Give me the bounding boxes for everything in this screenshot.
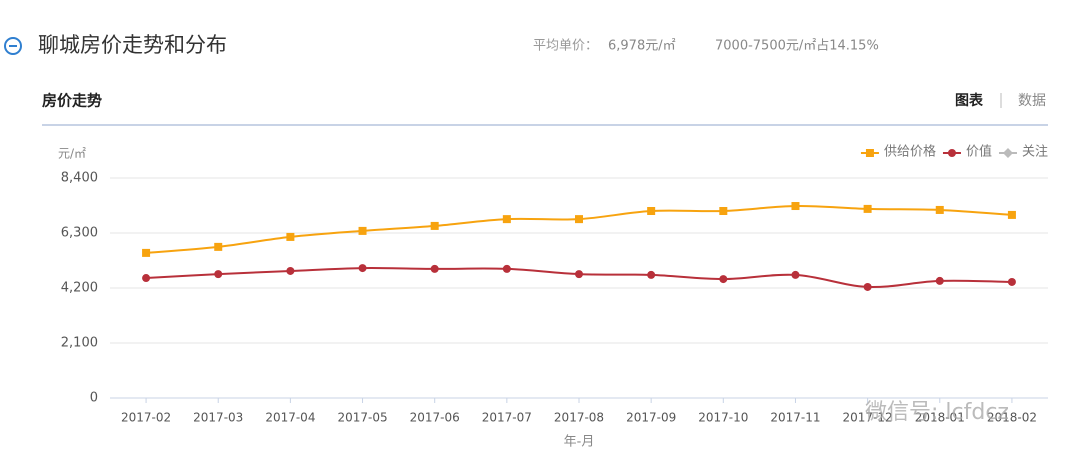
legend-item: 价值: [942, 144, 992, 160]
x-tick-label: 2017-11: [770, 411, 820, 425]
marker: [430, 221, 439, 230]
y-tick-label: 2,100: [61, 336, 98, 351]
marker: [214, 242, 223, 251]
marker: [142, 274, 151, 283]
marker: [935, 205, 944, 214]
x-tick-label: 2017-09: [626, 411, 676, 425]
x-tick-label: 2017-12: [843, 411, 893, 425]
marker: [791, 270, 800, 279]
marker: [286, 232, 295, 241]
marker: [214, 270, 223, 279]
x-tick-label: 2017-07: [482, 411, 532, 425]
marker: [575, 215, 583, 224]
collapse-icon[interactable]: [4, 37, 22, 55]
y-unit: 元/㎡: [58, 147, 86, 161]
legend-label: 供给价格: [884, 144, 936, 160]
marker: [1007, 210, 1016, 219]
legend-item: 供给价格: [860, 144, 936, 160]
plot: 0 2,100 4,200 6,300 8,400 2017-02 2017-03 2017-…: [61, 144, 1048, 425]
x-tick-label: 2017-02: [121, 411, 171, 425]
avg-value: 6,978元/㎡: [608, 39, 676, 54]
legend-swatch: [1002, 148, 1013, 158]
marker: [142, 248, 151, 257]
chart-tab[interactable]: 图表: [955, 92, 984, 109]
marker: [1007, 277, 1016, 286]
page-title: 聊城房价走势和分布: [38, 33, 227, 57]
series-line: [145, 205, 1012, 254]
x-tick-label: 2017-08: [554, 411, 604, 425]
section-tab: 房价走势: [42, 92, 102, 110]
legend-swatch: [865, 149, 874, 157]
marker: [286, 266, 295, 275]
marker: [791, 202, 800, 211]
legend-item: 关注: [998, 145, 1048, 160]
range-share: 7000-7500元/㎡占14.15%: [715, 39, 879, 54]
marker: [502, 215, 511, 224]
x-axis-label: 年-月: [564, 435, 595, 450]
marker: [575, 270, 583, 279]
x-tick-label: 2017-03: [193, 411, 243, 425]
y-tick-label: 8,400: [61, 171, 98, 186]
marker: [502, 264, 511, 273]
marker: [358, 226, 367, 235]
marker: [719, 275, 728, 284]
marker: [647, 207, 656, 215]
marker: [358, 264, 367, 273]
legend-label: 价值: [966, 144, 992, 160]
x-tick-label: 2018-02: [987, 411, 1037, 425]
marker: [863, 282, 872, 291]
x-tick-label: 2017-05: [337, 411, 387, 425]
avg-label: 平均单价：: [533, 39, 598, 54]
x-tick-label: 2017-06: [410, 411, 460, 425]
y-tick-label: 4,200: [61, 281, 98, 296]
marker: [647, 270, 656, 279]
legend-swatch: [947, 149, 956, 157]
marker: [719, 207, 728, 215]
marker: [935, 276, 944, 285]
x-tick-label: 2017-10: [698, 411, 748, 425]
y-tick-label: 6,300: [61, 226, 98, 241]
x-tick-label: 2018-01: [915, 411, 965, 425]
marker: [863, 204, 872, 213]
data-tab[interactable]: 数据: [1018, 93, 1046, 109]
x-tick-label: 2017-04: [265, 411, 315, 425]
marker: [430, 264, 439, 273]
watermark: 微信号: lcfdcz: [865, 400, 1009, 425]
y-tick-label: 0: [90, 391, 98, 406]
legend-label: 关注: [1022, 145, 1048, 160]
